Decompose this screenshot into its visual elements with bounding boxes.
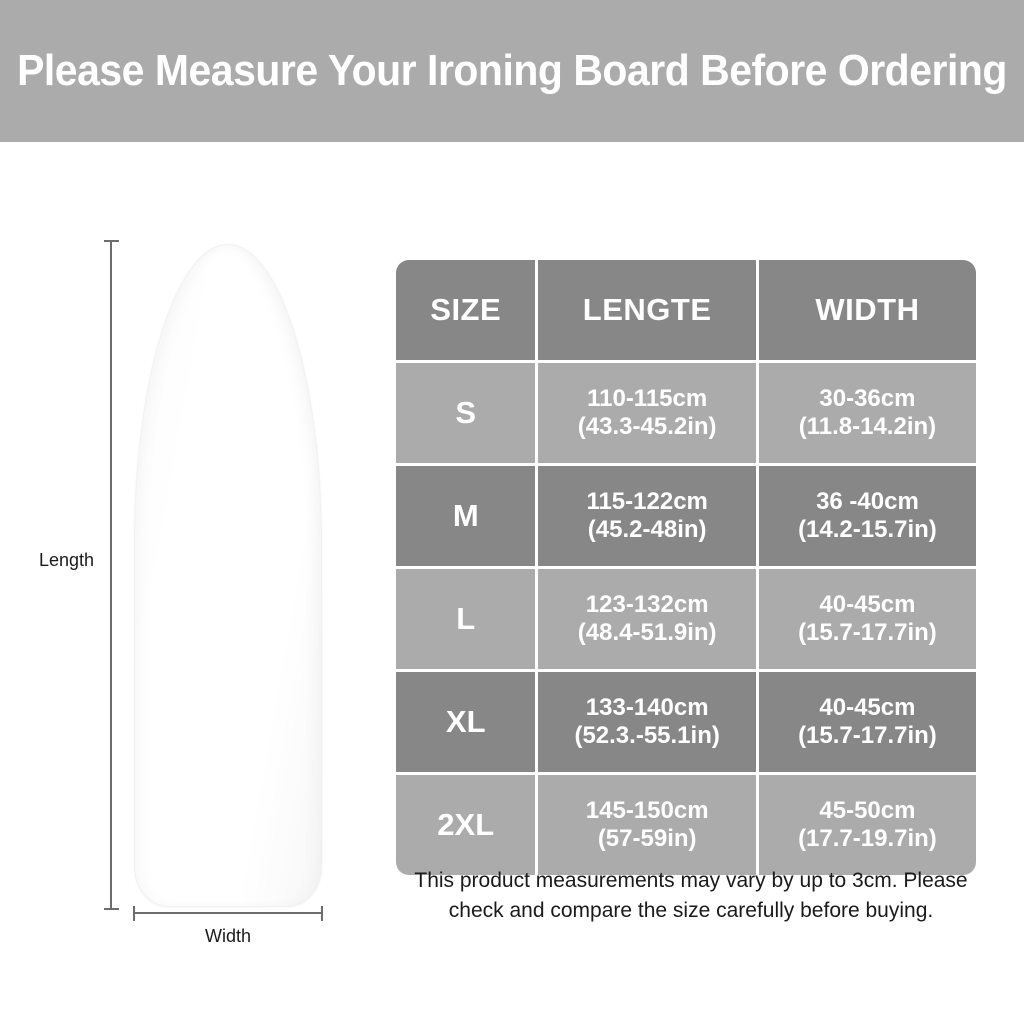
width-line	[133, 912, 323, 914]
cell-length-in: (45.2-48in)	[587, 516, 707, 543]
column-header-length: LENGTE	[538, 260, 756, 360]
cell-size: 2XL	[396, 775, 536, 875]
cell-length-cm: 123-132cm	[585, 591, 709, 619]
cell-width: 40-45cm (15.7-17.7in)	[758, 569, 976, 669]
cell-width-in: (15.7-17.7in)	[798, 619, 937, 646]
column-header-size: SIZE	[396, 260, 536, 360]
cell-width-in: (11.8-14.2in)	[798, 413, 937, 440]
page-title: Please Measure Your Ironing Board Before…	[17, 46, 1007, 95]
table-row: M 115-122cm (45.2-48in) 36 -40cm (14.2-1…	[396, 466, 976, 566]
cell-length: 110-115cm (43.3-45.2in)	[538, 363, 756, 463]
measurement-disclaimer-note: This product measurements may vary by up…	[414, 869, 968, 923]
cell-width-cm: 36 -40cm	[816, 488, 919, 516]
header-banner: Please Measure Your Ironing Board Before…	[0, 0, 1024, 142]
table-row: XL 133-140cm (52.3.-55.1in) 40-45cm (15.…	[396, 672, 976, 772]
cell-width-cm: 40-45cm	[819, 591, 916, 619]
cell-length: 133-140cm (52.3.-55.1in)	[538, 672, 756, 772]
cell-length-in: (48.4-51.9in)	[577, 619, 717, 646]
cell-width-in: (14.2-15.7in)	[798, 516, 937, 543]
table-header-row: SIZE LENGTE WIDTH	[396, 260, 976, 360]
cell-length: 145-150cm (57-59in)	[538, 775, 756, 875]
length-cap-bottom-icon	[104, 908, 119, 910]
width-cap-right-icon	[321, 906, 323, 921]
size-chart-table: SIZE LENGTE WIDTH S 110-115cm (43.3-45.2…	[393, 257, 979, 878]
cell-width-cm: 45-50cm	[819, 797, 916, 825]
table-row: L 123-132cm (48.4-51.9in) 40-45cm (15.7-…	[396, 569, 976, 669]
cell-width-cm: 40-45cm	[819, 694, 916, 722]
cell-width: 36 -40cm (14.2-15.7in)	[758, 466, 976, 566]
column-header-width: WIDTH	[758, 260, 976, 360]
cell-size: XL	[396, 672, 536, 772]
cell-width: 40-45cm (15.7-17.7in)	[758, 672, 976, 772]
ironing-board-shape	[134, 244, 322, 907]
length-label: Length	[38, 550, 94, 570]
cell-size: M	[396, 466, 536, 566]
cell-length-cm: 115-122cm	[586, 488, 708, 516]
ironing-board-illustration: Length Width	[0, 150, 390, 970]
size-chart-body: SIZE LENGTE WIDTH S 110-115cm (43.3-45.2…	[396, 260, 976, 875]
table-row: 2XL 145-150cm (57-59in) 45-50cm (17.7-19…	[396, 775, 976, 875]
width-dimension-line	[133, 906, 323, 921]
length-line	[110, 240, 112, 910]
cell-length-cm: 110-115cm	[587, 385, 708, 413]
cell-width-in: (15.7-17.7in)	[798, 722, 937, 749]
cell-length: 123-132cm (48.4-51.9in)	[538, 569, 756, 669]
cell-length-cm: 133-140cm	[585, 694, 709, 722]
cell-size: L	[396, 569, 536, 669]
cell-length-in: (52.3.-55.1in)	[574, 722, 720, 749]
cell-width-in: (17.7-19.7in)	[798, 825, 937, 852]
cell-size: S	[396, 363, 536, 463]
table-row: S 110-115cm (43.3-45.2in) 30-36cm (11.8-…	[396, 363, 976, 463]
length-dimension-line	[104, 240, 119, 910]
width-label: Width	[204, 926, 251, 946]
cell-length-cm: 145-150cm	[585, 797, 709, 825]
cell-width: 45-50cm (17.7-19.7in)	[758, 775, 976, 875]
cell-width: 30-36cm (11.8-14.2in)	[758, 363, 976, 463]
cell-width-cm: 30-36cm	[819, 385, 916, 413]
cell-length-in: (43.3-45.2in)	[577, 413, 717, 440]
cell-length-in: (57-59in)	[597, 825, 697, 852]
cell-length: 115-122cm (45.2-48in)	[538, 466, 756, 566]
